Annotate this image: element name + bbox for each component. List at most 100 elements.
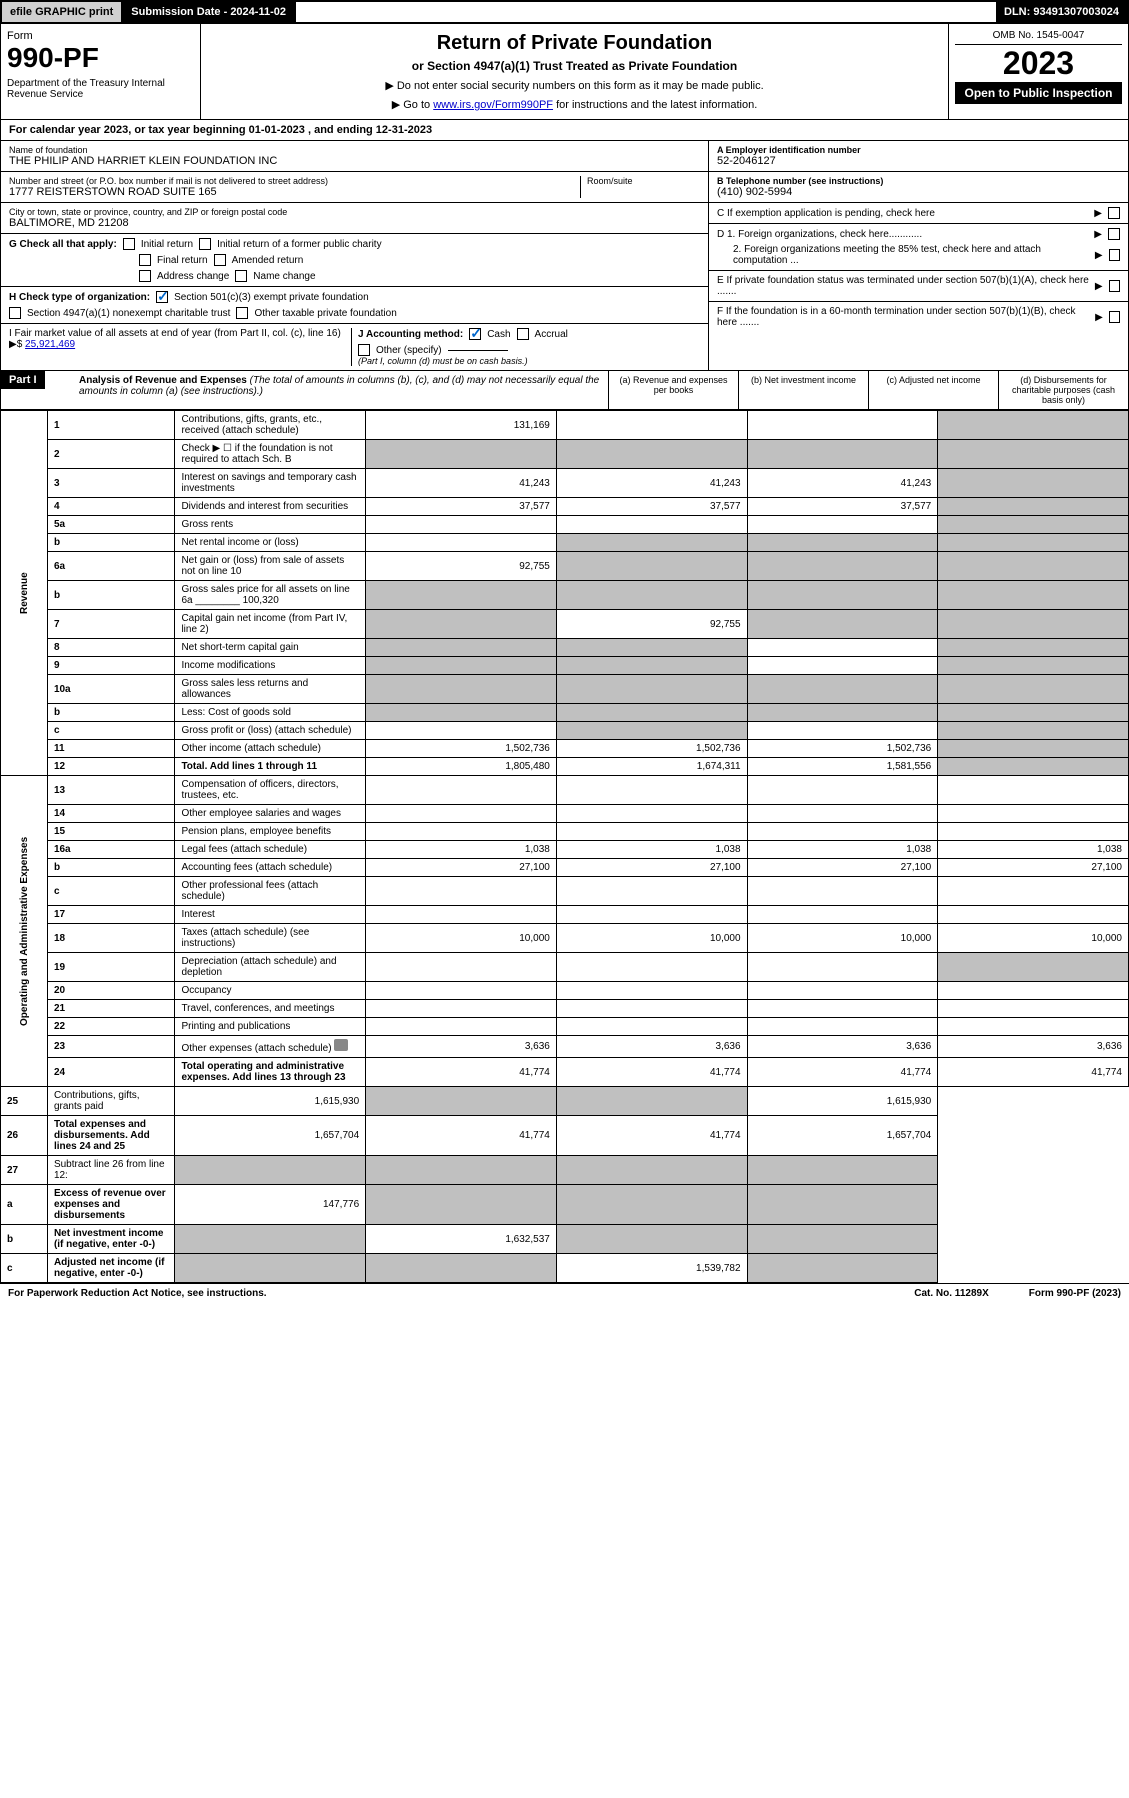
cell-d <box>938 675 1129 704</box>
cell-c <box>747 1000 938 1018</box>
line-number: 3 <box>47 469 175 498</box>
cell-b <box>556 722 747 740</box>
d1-label: D 1. Foreign organizations, check here..… <box>717 229 922 240</box>
line-desc: Other professional fees (attach schedule… <box>175 877 366 906</box>
line-desc: Net investment income (if negative, ente… <box>47 1225 175 1254</box>
cash-checkbox[interactable] <box>469 328 481 340</box>
table-row: 5aGross rents <box>1 516 1129 534</box>
cell-c <box>747 440 938 469</box>
cell-d <box>747 1254 938 1283</box>
cell-c: 27,100 <box>747 859 938 877</box>
initial-return-checkbox[interactable] <box>123 238 135 250</box>
city-label: City or town, state or province, country… <box>9 207 700 217</box>
cell-c: 41,243 <box>747 469 938 498</box>
cell-d <box>938 982 1129 1000</box>
e-checkbox[interactable] <box>1109 280 1120 292</box>
instruction-1: ▶ Do not enter social security numbers o… <box>209 79 940 92</box>
4947-checkbox[interactable] <box>9 307 21 319</box>
d1-checkbox[interactable] <box>1108 228 1120 240</box>
table-row: 9Income modifications <box>1 657 1129 675</box>
cell-c <box>747 722 938 740</box>
cell-a <box>366 704 557 722</box>
table-row: 26Total expenses and disbursements. Add … <box>1 1116 1129 1156</box>
accrual-checkbox[interactable] <box>517 328 529 340</box>
line-desc: Gross sales less returns and allowances <box>175 675 366 704</box>
cell-d <box>938 639 1129 657</box>
table-row: 22Printing and publications <box>1 1018 1129 1036</box>
table-row: cGross profit or (loss) (attach schedule… <box>1 722 1129 740</box>
amended-checkbox[interactable] <box>214 254 226 266</box>
cell-b <box>556 552 747 581</box>
initial-former-checkbox[interactable] <box>199 238 211 250</box>
d2-checkbox[interactable] <box>1109 249 1120 261</box>
e-label: E If private foundation status was termi… <box>717 275 1089 297</box>
efile-print-button[interactable]: efile GRAPHIC print <box>2 2 123 22</box>
table-row: 14Other employee salaries and wages <box>1 805 1129 823</box>
501c3-checkbox[interactable] <box>156 291 168 303</box>
cell-d <box>938 805 1129 823</box>
table-row: 19Depreciation (attach schedule) and dep… <box>1 953 1129 982</box>
cell-a <box>366 639 557 657</box>
amended-label: Amended return <box>232 255 304 266</box>
name-change-checkbox[interactable] <box>235 270 247 282</box>
cell-d: 1,615,930 <box>747 1087 938 1116</box>
line-number: 10a <box>47 675 175 704</box>
line-desc: Capital gain net income (from Part IV, l… <box>175 610 366 639</box>
cell-c <box>747 776 938 805</box>
cell-b <box>556 776 747 805</box>
cell-b: 3,636 <box>556 1036 747 1058</box>
line-desc: Total expenses and disbursements. Add li… <box>47 1116 175 1156</box>
cell-d <box>938 740 1129 758</box>
table-row: 3Interest on savings and temporary cash … <box>1 469 1129 498</box>
cell-a: 3,636 <box>366 1036 557 1058</box>
irs-link[interactable]: www.irs.gov/Form990PF <box>433 99 553 111</box>
other-taxable-checkbox[interactable] <box>236 307 248 319</box>
part1-title: Analysis of Revenue and Expenses <box>79 375 247 386</box>
line-desc: Check ▶ ☐ if the foundation is not requi… <box>175 440 366 469</box>
address-change-checkbox[interactable] <box>139 270 151 282</box>
cell-b <box>556 953 747 982</box>
line-number: 7 <box>47 610 175 639</box>
line-desc: Contributions, gifts, grants paid <box>47 1087 175 1116</box>
line-number: b <box>47 704 175 722</box>
col-a-header: (a) Revenue and expenses per books <box>608 371 738 409</box>
c-checkbox[interactable] <box>1108 207 1120 219</box>
revenue-side-label: Revenue <box>1 411 48 776</box>
cell-a <box>366 776 557 805</box>
table-row: cAdjusted net income (if negative, enter… <box>1 1254 1129 1283</box>
attachment-icon[interactable] <box>334 1039 348 1051</box>
line-desc: Legal fees (attach schedule) <box>175 841 366 859</box>
table-row: 17Interest <box>1 906 1129 924</box>
line-desc: Depreciation (attach schedule) and deple… <box>175 953 366 982</box>
opexp-side-label: Operating and Administrative Expenses <box>1 776 48 1087</box>
cell-d <box>938 534 1129 552</box>
cell-d <box>938 823 1129 841</box>
table-row: 2Check ▶ ☐ if the foundation is not requ… <box>1 440 1129 469</box>
cell-a <box>366 534 557 552</box>
cell-b: 41,243 <box>556 469 747 498</box>
other-method-checkbox[interactable] <box>358 344 370 356</box>
cell-a <box>366 953 557 982</box>
line-number: a <box>1 1185 48 1225</box>
cell-b: 10,000 <box>556 924 747 953</box>
col-c-header: (c) Adjusted net income <box>868 371 998 409</box>
footer-left: For Paperwork Reduction Act Notice, see … <box>8 1288 267 1299</box>
line-desc: Printing and publications <box>175 1018 366 1036</box>
address-change-label: Address change <box>157 271 229 282</box>
cell-d <box>938 906 1129 924</box>
line-desc: Taxes (attach schedule) (see instruction… <box>175 924 366 953</box>
f-checkbox[interactable] <box>1109 311 1120 323</box>
cell-d: 27,100 <box>938 859 1129 877</box>
final-return-checkbox[interactable] <box>139 254 151 266</box>
cell-b <box>556 877 747 906</box>
cell-b <box>556 805 747 823</box>
fmv-value[interactable]: 25,921,469 <box>25 339 75 350</box>
line-desc: Interest on savings and temporary cash i… <box>175 469 366 498</box>
line-number: 16a <box>47 841 175 859</box>
form-title: Return of Private Foundation <box>209 32 940 55</box>
ein-label: A Employer identification number <box>717 145 1120 155</box>
cell-a <box>366 722 557 740</box>
cell-b <box>366 1254 557 1283</box>
cell-d <box>938 516 1129 534</box>
line-number: 1 <box>47 411 175 440</box>
